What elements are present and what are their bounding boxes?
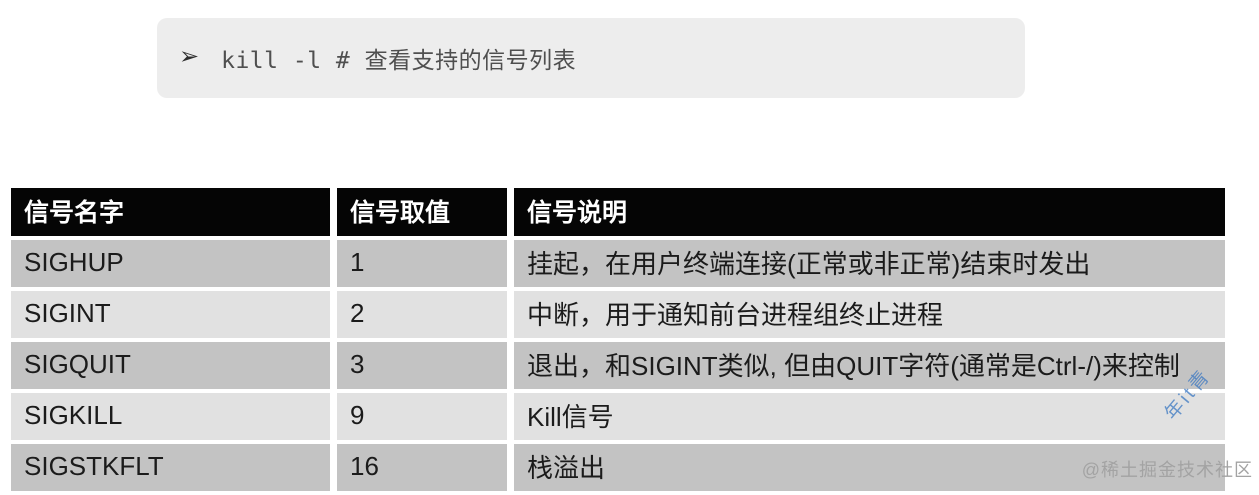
signal-desc-cell: Kill信号 <box>514 393 1225 440</box>
table-header-row: 信号名字 信号取值 信号说明 <box>11 188 1225 236</box>
signal-desc-cell: 栈溢出 <box>514 444 1225 491</box>
table-row-sigkill: SIGKILL 9 Kill信号 <box>11 393 1225 440</box>
table-row-sigstkflt: SIGSTKFLT 16 栈溢出 <box>11 444 1225 491</box>
signal-table: 信号名字 信号取值 信号说明 SIGHUP 1 挂起，在用户终端连接(正常或非正… <box>4 184 1232 495</box>
shell-command-text: kill -l # 查看支持的信号列表 <box>221 48 577 74</box>
signal-value-cell: 2 <box>337 291 507 338</box>
signal-name-cell: SIGQUIT <box>11 342 330 389</box>
table-row-sigquit: SIGQUIT 3 退出，和SIGINT类似, 但由QUIT字符(通常是Ctrl… <box>11 342 1225 389</box>
signal-value-cell: 1 <box>337 240 507 287</box>
col-header-signal-desc: 信号说明 <box>514 188 1225 236</box>
site-watermark: @稀土掘金技术社区 <box>1081 460 1253 480</box>
table-row-sigint: SIGINT 2 中断，用于通知前台进程组终止进程 <box>11 291 1225 338</box>
signal-table-container: 信号名字 信号取值 信号说明 SIGHUP 1 挂起，在用户终端连接(正常或非正… <box>11 188 1239 491</box>
table-row-sighup: SIGHUP 1 挂起，在用户终端连接(正常或非正常)结束时发出 <box>11 240 1225 287</box>
signal-desc-cell: 退出，和SIGINT类似, 但由QUIT字符(通常是Ctrl-/)来控制 <box>514 342 1225 389</box>
signal-desc-cell: 中断，用于通知前台进程组终止进程 <box>514 291 1225 338</box>
signal-name-cell: SIGINT <box>11 291 330 338</box>
signal-value-cell: 3 <box>337 342 507 389</box>
terminal-code-block: ➢ kill -l # 查看支持的信号列表 <box>157 18 1025 98</box>
col-header-signal-value: 信号取值 <box>337 188 507 236</box>
signal-desc-cell: 挂起，在用户终端连接(正常或非正常)结束时发出 <box>514 240 1225 287</box>
signal-name-cell: SIGHUP <box>11 240 330 287</box>
col-header-signal-name: 信号名字 <box>11 188 330 236</box>
signal-value-cell: 9 <box>337 393 507 440</box>
signal-name-cell: SIGSTKFLT <box>11 444 330 491</box>
signal-value-cell: 16 <box>337 444 507 491</box>
signal-name-cell: SIGKILL <box>11 393 330 440</box>
shell-prompt-icon: ➢ <box>179 43 200 70</box>
